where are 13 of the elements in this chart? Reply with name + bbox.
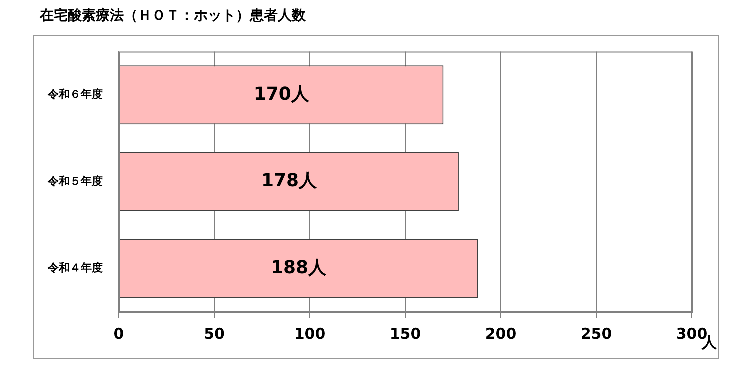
x-tick-label: 50: [204, 324, 225, 343]
x-tick-label: 200: [485, 324, 517, 343]
y-tick-label: 令和５年度: [47, 174, 103, 188]
data-label: 188人: [271, 257, 328, 278]
x-tick-label: 250: [580, 324, 612, 343]
y-tick-label: 令和６年度: [47, 88, 103, 102]
x-tick-label: 100: [294, 324, 326, 343]
data-label: 178人: [261, 170, 318, 192]
chart-title: 在宅酸素療法（ＨＯＴ：ホット）患者人数: [39, 7, 307, 24]
x-tick-label: 150: [390, 324, 422, 343]
x-tick-label: 0: [114, 324, 124, 343]
y-tick-label: 令和４年度: [47, 261, 103, 274]
data-label: 170人: [254, 84, 310, 105]
